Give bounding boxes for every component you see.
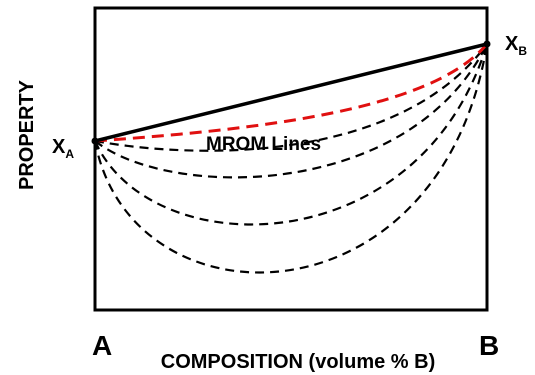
y-axis-label: PROPERTY (16, 79, 38, 190)
plot-frame (93, 6, 489, 312)
label-xa: XA (52, 136, 74, 161)
mrom-curve-2 (94, 43, 488, 179)
mrom-curve-4 (93, 43, 489, 274)
end-label-a: A (92, 330, 112, 361)
x-axis-label: COMPOSITION (volume % B) (161, 351, 435, 373)
point-xa-marker (91, 137, 99, 145)
mrom-curve-1 (94, 43, 488, 152)
mrom-curve-red (94, 43, 489, 143)
annotation-mrom-lines: MROM Lines (206, 134, 321, 155)
linear-mixing-line (94, 42, 488, 143)
point-xb-marker (483, 40, 491, 48)
end-label-b: B (479, 330, 499, 361)
label-xb: XB (505, 33, 527, 58)
